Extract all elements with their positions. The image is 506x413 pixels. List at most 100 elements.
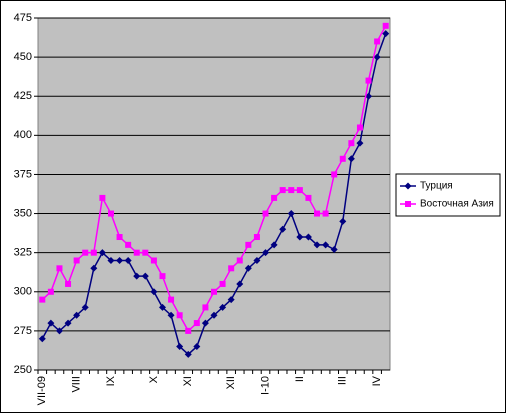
marker bbox=[124, 256, 132, 264]
legend-label: Турция bbox=[420, 181, 453, 192]
legend-box bbox=[395, 173, 501, 217]
marker bbox=[90, 264, 98, 272]
marker bbox=[211, 288, 217, 295]
marker bbox=[330, 246, 338, 254]
marker bbox=[116, 234, 123, 241]
marker bbox=[356, 139, 364, 147]
marker bbox=[142, 249, 149, 256]
marker bbox=[56, 265, 63, 272]
marker bbox=[38, 335, 46, 343]
y-tick-label: 425 bbox=[14, 90, 32, 102]
marker bbox=[159, 273, 166, 280]
y-tick-label: 300 bbox=[14, 286, 32, 298]
marker bbox=[348, 140, 355, 147]
marker bbox=[176, 343, 184, 351]
marker bbox=[382, 30, 390, 38]
marker bbox=[339, 217, 347, 225]
marker bbox=[125, 241, 132, 248]
y-tick-label: 475 bbox=[14, 12, 32, 24]
marker bbox=[288, 187, 295, 194]
marker bbox=[305, 194, 312, 201]
marker bbox=[253, 234, 260, 241]
marker bbox=[227, 296, 235, 304]
marker bbox=[82, 249, 89, 256]
marker bbox=[365, 92, 373, 100]
marker bbox=[356, 124, 363, 131]
marker bbox=[382, 22, 389, 29]
marker bbox=[270, 241, 278, 249]
marker bbox=[99, 194, 106, 201]
y-tick-label: 350 bbox=[14, 207, 32, 219]
x-tick-label: IV bbox=[371, 375, 383, 386]
x-tick-label: VIII bbox=[71, 376, 83, 393]
marker bbox=[236, 280, 244, 288]
marker bbox=[228, 265, 235, 272]
legend-label: Восточная Азия bbox=[420, 199, 494, 210]
marker bbox=[81, 303, 89, 311]
marker bbox=[202, 304, 209, 311]
marker bbox=[55, 327, 63, 335]
x-tick-label: II bbox=[294, 376, 306, 382]
marker bbox=[245, 241, 252, 248]
y-tick-label: 375 bbox=[14, 168, 32, 180]
marker bbox=[244, 264, 252, 272]
marker bbox=[193, 343, 201, 351]
marker bbox=[262, 249, 270, 257]
marker bbox=[193, 320, 200, 327]
marker bbox=[373, 53, 381, 61]
marker bbox=[133, 272, 141, 280]
marker bbox=[176, 312, 183, 319]
marker bbox=[210, 311, 218, 319]
marker bbox=[201, 319, 209, 327]
marker bbox=[253, 256, 261, 264]
marker bbox=[405, 201, 411, 207]
marker bbox=[107, 256, 115, 264]
marker bbox=[39, 296, 46, 303]
marker bbox=[404, 182, 412, 190]
y-tick-label: 275 bbox=[14, 325, 32, 337]
marker bbox=[313, 241, 321, 249]
marker bbox=[322, 241, 330, 249]
marker bbox=[107, 210, 114, 217]
marker bbox=[150, 288, 158, 296]
marker bbox=[158, 303, 166, 311]
marker bbox=[133, 249, 140, 256]
x-tick-label: X bbox=[148, 375, 160, 383]
plot-area bbox=[37, 17, 391, 371]
x-tick-label: XII bbox=[225, 376, 237, 389]
marker bbox=[116, 256, 124, 264]
y-tick-label: 325 bbox=[14, 247, 32, 259]
y-tick-label: 450 bbox=[14, 51, 32, 63]
marker bbox=[167, 311, 175, 319]
marker bbox=[374, 38, 381, 45]
x-tick-label: I-10 bbox=[259, 376, 271, 395]
y-tick-label: 250 bbox=[14, 364, 32, 376]
marker bbox=[236, 257, 243, 264]
marker bbox=[322, 210, 329, 217]
marker bbox=[347, 155, 355, 163]
marker bbox=[314, 210, 321, 217]
marker bbox=[150, 257, 157, 264]
marker bbox=[98, 249, 106, 257]
marker bbox=[168, 296, 175, 303]
y-tick-label: 400 bbox=[14, 129, 32, 141]
marker bbox=[271, 194, 278, 201]
marker bbox=[279, 187, 286, 194]
marker bbox=[279, 225, 287, 233]
marker bbox=[47, 288, 54, 295]
marker bbox=[73, 311, 81, 319]
marker bbox=[90, 249, 97, 256]
marker bbox=[64, 319, 72, 327]
marker bbox=[365, 77, 372, 84]
marker bbox=[219, 303, 227, 311]
marker bbox=[339, 155, 346, 162]
marker bbox=[185, 327, 192, 334]
marker bbox=[296, 233, 304, 241]
marker bbox=[65, 280, 72, 287]
x-tick-label: III bbox=[337, 376, 349, 385]
marker bbox=[47, 319, 55, 327]
marker bbox=[219, 280, 226, 287]
marker bbox=[296, 187, 303, 194]
x-tick-label: IX bbox=[105, 375, 117, 386]
